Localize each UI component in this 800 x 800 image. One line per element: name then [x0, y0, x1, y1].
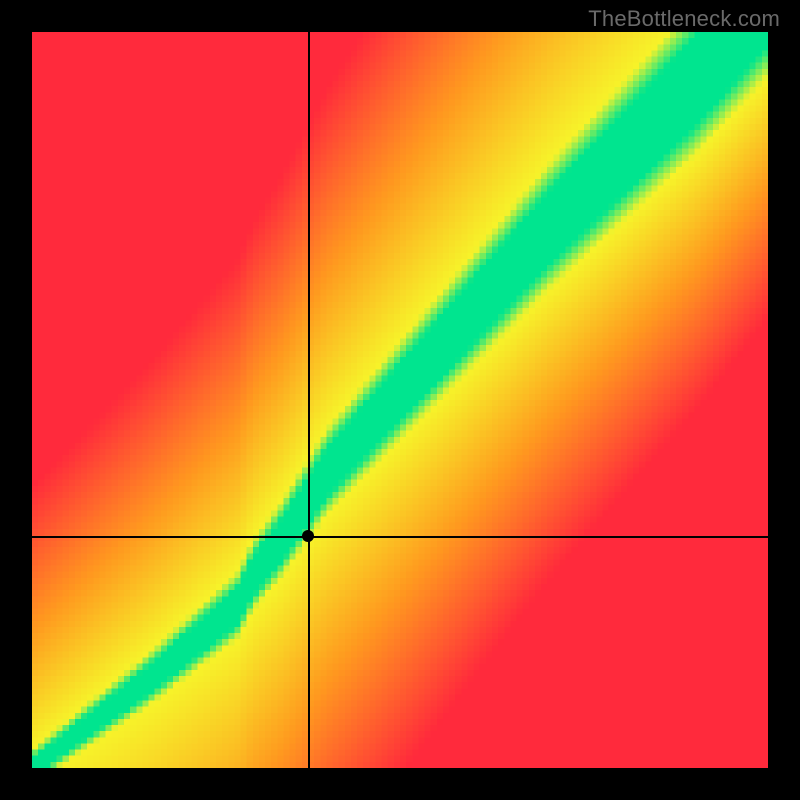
heatmap-plot [32, 32, 768, 768]
crosshair-vertical [308, 32, 310, 768]
watermark-text: TheBottleneck.com [588, 6, 780, 32]
crosshair-horizontal [32, 536, 768, 538]
crosshair-marker [302, 530, 314, 542]
chart-container: TheBottleneck.com [0, 0, 800, 800]
